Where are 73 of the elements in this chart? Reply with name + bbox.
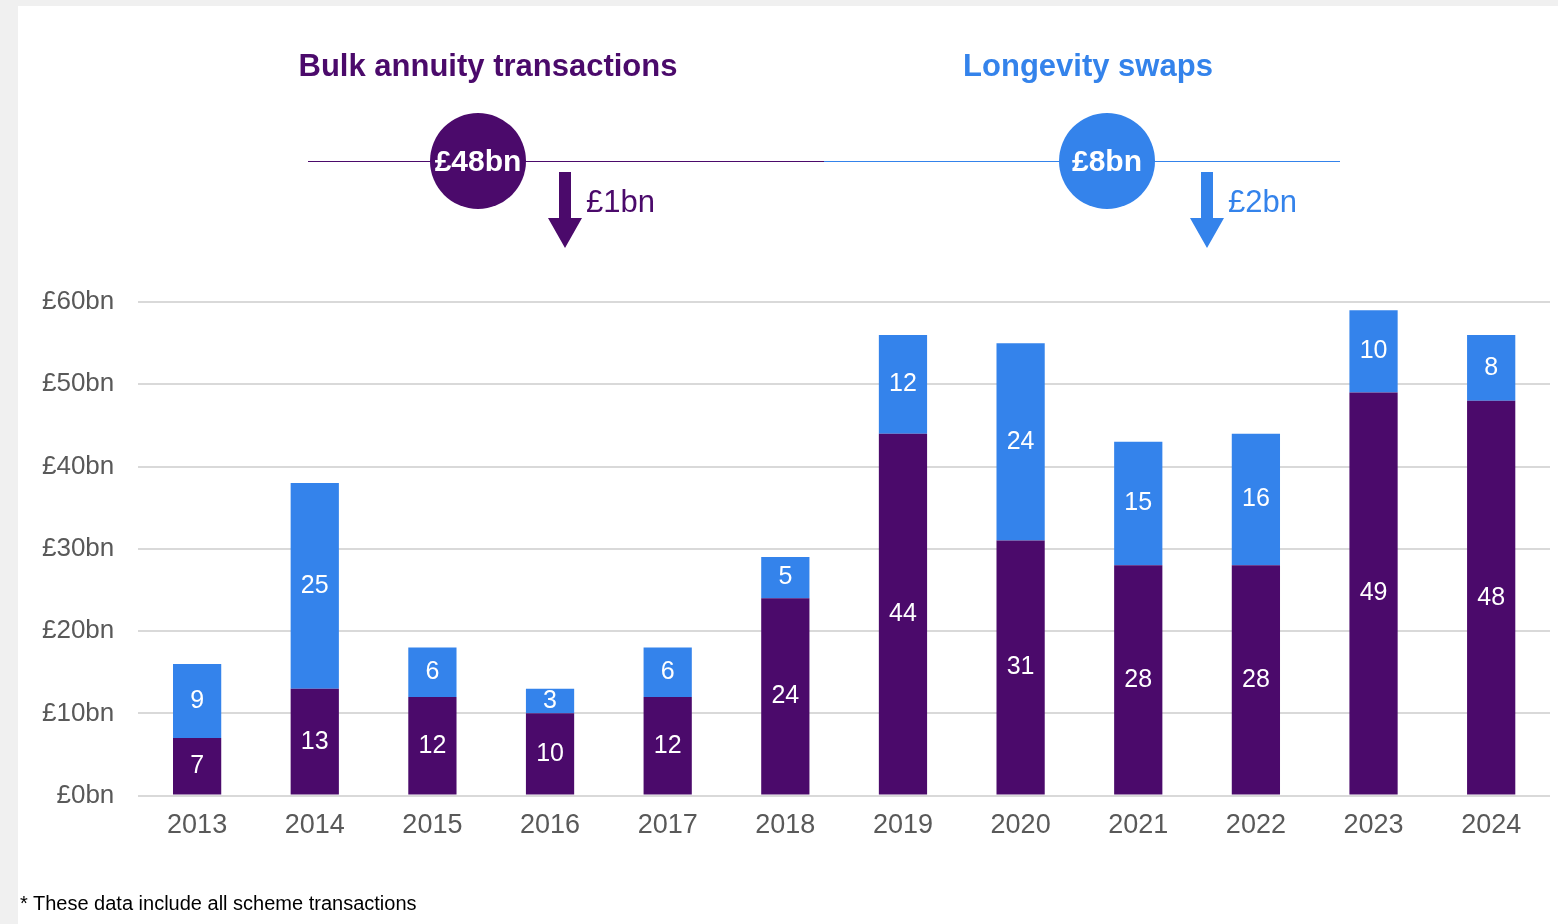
data-label: 28 xyxy=(1124,663,1153,692)
x-tick-label: 2020 xyxy=(990,809,1051,840)
data-label: 24 xyxy=(771,680,800,709)
bar xyxy=(1114,565,1163,795)
data-label: 6 xyxy=(660,656,675,685)
data-label: 13 xyxy=(300,725,329,754)
data-label: 12 xyxy=(889,368,917,397)
bar xyxy=(1231,433,1281,566)
data-label: 28 xyxy=(1241,663,1270,692)
data-label: 31 xyxy=(1006,651,1035,680)
data-label: 8 xyxy=(1484,351,1499,380)
bar xyxy=(1349,310,1398,393)
text: * These data include all scheme transactions xyxy=(20,892,417,915)
x-tick-label: 2021 xyxy=(1108,809,1169,840)
data-label: 16 xyxy=(1241,483,1270,512)
data-label: 24 xyxy=(1006,425,1035,454)
bar xyxy=(408,696,457,795)
bar xyxy=(173,663,222,739)
data-label: 12 xyxy=(418,729,447,758)
data-label: 15 xyxy=(1124,487,1153,516)
data-label: 6 xyxy=(425,656,440,685)
y-tick-label: £30bn xyxy=(41,531,115,562)
x-tick-label: 2016 xyxy=(520,809,581,840)
bar xyxy=(1114,441,1163,566)
data-label: 3 xyxy=(543,684,557,713)
data-label: 7 xyxy=(190,750,205,779)
data-label: 25 xyxy=(300,569,329,598)
bar xyxy=(996,540,1045,795)
x-tick-label: 2018 xyxy=(755,809,816,840)
text: Bulk annuity transactions xyxy=(297,48,679,84)
bar xyxy=(761,557,810,599)
y-tick-label: £60bn xyxy=(41,285,115,316)
y-tick-label: £20bn xyxy=(41,614,115,645)
data-label: 48 xyxy=(1477,581,1506,610)
bar xyxy=(878,334,928,434)
text: £2bn xyxy=(1228,184,1297,220)
data-label: 9 xyxy=(190,684,205,713)
data-label: 49 xyxy=(1359,577,1388,606)
x-tick-label: 2023 xyxy=(1343,809,1404,840)
bar xyxy=(878,433,928,795)
bar xyxy=(643,696,692,795)
data-label: 10 xyxy=(536,737,564,766)
bar xyxy=(996,343,1045,541)
y-tick-label: £50bn xyxy=(41,367,115,398)
y-tick-label: £40bn xyxy=(41,449,115,480)
bar xyxy=(290,482,339,689)
x-tick-label: 2014 xyxy=(284,809,345,840)
x-tick-label: 2017 xyxy=(637,809,698,840)
y-tick-label: £0bn xyxy=(56,778,115,809)
data-label: 12 xyxy=(653,729,682,758)
bar xyxy=(1231,565,1281,795)
x-tick-label: 2015 xyxy=(402,809,463,840)
x-tick-label: 2019 xyxy=(872,809,934,840)
text: Longevity swaps xyxy=(962,48,1214,84)
y-tick-label: £10bn xyxy=(41,696,115,727)
data-label: 5 xyxy=(778,561,793,590)
text: £8bn xyxy=(1059,113,1155,209)
bar xyxy=(408,647,457,697)
data-label: 10 xyxy=(1359,335,1388,364)
text: £48bn xyxy=(430,113,526,209)
bar xyxy=(1467,400,1516,795)
bar xyxy=(173,738,222,795)
x-tick-label: 2024 xyxy=(1461,809,1522,840)
bar xyxy=(643,647,692,697)
text: £1bn xyxy=(586,184,655,220)
bar xyxy=(290,688,339,795)
bar xyxy=(761,598,810,795)
x-tick-label: 2022 xyxy=(1225,809,1286,840)
bar xyxy=(1467,334,1516,401)
bar xyxy=(1349,392,1398,795)
data-label: 44 xyxy=(889,598,917,626)
bar xyxy=(525,713,575,795)
x-tick-label: 2013 xyxy=(167,809,228,840)
